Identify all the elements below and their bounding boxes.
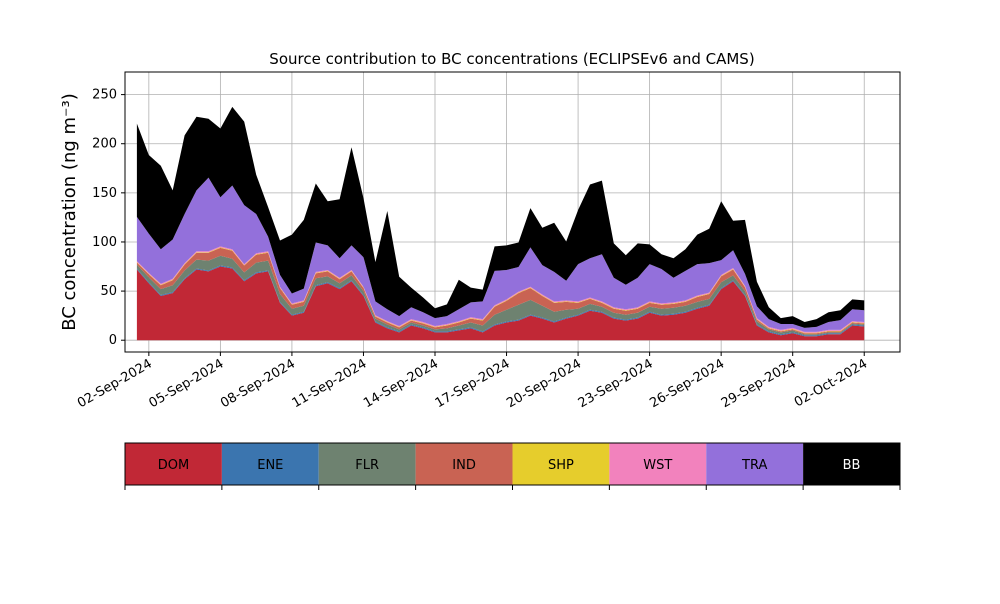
area-series-group <box>136 106 865 341</box>
x-tick-label: 02-Oct-2024 <box>792 356 870 410</box>
x-tick-label: 08-Sep-2024 <box>218 356 298 411</box>
legend-swatch-ene <box>221 443 319 485</box>
legend-colorbar: DOM ENE FLR IND SHP WST TRA BB <box>124 442 901 490</box>
legend-label: ENE <box>257 458 283 473</box>
x-tick-label: 11-Sep-2024 <box>290 356 370 411</box>
legend-label: DOM <box>158 458 189 473</box>
legend-swatch-shp <box>512 443 610 485</box>
area-series-dom <box>136 266 865 341</box>
y-tick-label: 100 <box>92 235 117 250</box>
area-series-flr <box>136 255 865 336</box>
legend-swatch-tra <box>706 443 804 485</box>
legend-label: SHP <box>548 458 574 473</box>
area-series-ind <box>136 247 865 335</box>
x-tick-label: 29-Sep-2024 <box>719 356 799 411</box>
area-series-bb <box>136 106 865 328</box>
y-tick-label: 0 <box>109 333 117 348</box>
x-tick-label: 02-Sep-2024 <box>75 356 155 411</box>
y-tick-label: 150 <box>92 186 117 201</box>
legend-label: WST <box>643 458 672 473</box>
y-axis-ticks: 0 50 100 150 200 250 <box>92 88 125 348</box>
legend-swatch-bb <box>803 443 900 485</box>
chart-title: Source contribution to BC concentrations… <box>269 50 754 68</box>
y-axis-label: BC concentration (ng m⁻³) <box>59 93 80 331</box>
x-tick-label: 20-Sep-2024 <box>504 356 584 411</box>
plot-frame <box>124 71 901 353</box>
x-tick-label: 23-Sep-2024 <box>576 356 656 411</box>
legend-label: FLR <box>355 458 379 473</box>
legend-swatch-flr <box>318 443 416 485</box>
x-axis-ticks: 02-Sep-202405-Sep-202408-Sep-202411-Sep-… <box>75 352 870 411</box>
y-tick-label: 50 <box>100 284 117 299</box>
legend-swatch-dom <box>125 443 222 485</box>
legend-label: TRA <box>741 458 767 473</box>
x-tick-label: 05-Sep-2024 <box>147 356 227 411</box>
y-tick-label: 200 <box>92 137 117 152</box>
legend-label: BB <box>843 458 861 473</box>
legend-swatch-wst <box>609 443 707 485</box>
area-series-tra <box>136 177 865 332</box>
legend-swatch-ind <box>415 443 513 485</box>
x-tick-label: 14-Sep-2024 <box>361 356 441 411</box>
x-tick-label: 26-Sep-2024 <box>647 356 727 411</box>
x-tick-label: 17-Sep-2024 <box>433 356 513 411</box>
legend-label: IND <box>452 458 476 473</box>
y-tick-label: 250 <box>92 88 117 103</box>
